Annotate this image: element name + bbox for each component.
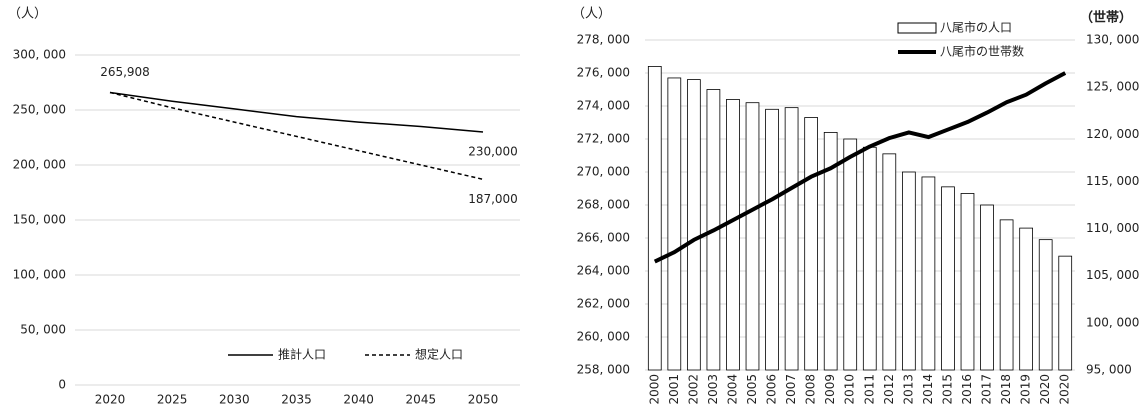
y2-tick-label: 125, 000 [1086,80,1139,94]
bar [804,117,818,371]
bar [1019,227,1033,371]
bar [765,108,779,371]
y2-tick-label: 100, 000 [1086,315,1139,329]
bar [726,99,740,371]
line-series [109,91,484,181]
y-tick-label: 274, 000 [577,99,630,113]
bar [1058,255,1073,371]
bar [941,186,955,371]
bar [784,107,799,371]
x-tick-label: 2030 [219,393,250,407]
bar [999,219,1014,371]
x-tick-label: 2040 [343,393,374,407]
x-tick-label: 2018 [999,374,1013,405]
x-tick-label: 2017 [980,374,994,405]
y-tick-label: 260, 000 [577,330,630,344]
x-tick-label: 2009 [823,374,837,405]
y2-axis-title: （世帯） [1080,10,1132,26]
x-tick-label: 2000 [647,374,661,405]
x-tick-label: 2008 [804,374,818,405]
x-tick-label: 2016 [960,374,974,405]
legend-label: 八尾市の人口 [940,20,1012,35]
y-tick-label: 270, 000 [577,165,630,179]
bar [980,204,994,371]
data-label: 230,000 [468,145,518,159]
y-tick-label: 264, 000 [577,264,630,278]
y-axis-title: （人） [572,7,611,22]
x-tick-label: 2011 [862,374,876,405]
x-tick-label: 2025 [157,393,188,407]
y-tick-label: 100, 000 [13,268,66,282]
bar [823,131,838,371]
x-tick-label: 2020 [1058,374,1072,405]
x-tick-label: 2050 [468,393,499,407]
x-tick-label: 2019 [1019,374,1033,405]
y-tick-label: 250, 000 [13,103,66,117]
x-tick-label: 2020 [1038,374,1052,405]
bar [687,79,701,371]
y-tick-label: 0 [58,378,66,392]
x-tick-label: 2010 [843,374,857,405]
bar [667,77,682,371]
line-series [109,91,484,133]
bar [921,176,936,371]
x-tick-label: 2013 [901,374,915,405]
x-tick-label: 2006 [765,374,779,405]
bar [960,193,975,371]
y-tick-label: 266, 000 [577,231,630,245]
bar [862,146,877,371]
bar [1038,239,1053,371]
y2-tick-label: 105, 000 [1086,268,1139,282]
bar [647,66,662,371]
y-tick-label: 258, 000 [577,363,630,377]
y-tick-label: 268, 000 [577,198,630,212]
y-tick-label: 200, 000 [13,158,66,172]
y2-tick-label: 95, 000 [1086,363,1132,377]
x-tick-label: 2007 [784,374,798,405]
y-tick-label: 300, 000 [13,48,66,62]
y2-tick-label: 130, 000 [1086,33,1139,47]
x-tick-label: 2020 [95,393,126,407]
data-label: 187,000 [468,192,518,206]
bar [882,153,897,371]
y-tick-label: 278, 000 [577,33,630,47]
bar [745,102,760,371]
y-tick-label: 272, 000 [577,132,630,146]
legend-label: 推計人口 [278,347,326,362]
x-tick-label: 2045 [406,393,437,407]
x-tick-label: 2014 [921,374,935,405]
line-series [653,71,1067,264]
legend-label: 八尾市の世帯数 [940,44,1024,59]
y2-tick-label: 110, 000 [1086,221,1139,235]
y2-tick-label: 120, 000 [1086,127,1139,141]
x-tick-label: 2012 [882,374,896,405]
y-tick-label: 262, 000 [577,297,630,311]
bar [843,138,858,371]
y2-tick-label: 115, 000 [1086,174,1139,188]
x-tick-label: 2015 [940,374,954,405]
x-tick-label: 2005 [745,374,759,405]
y-tick-label: 50, 000 [20,323,66,337]
x-tick-label: 2001 [667,374,681,405]
legend-swatch [897,22,937,34]
bar [902,171,916,371]
x-tick-label: 2004 [725,374,739,405]
x-tick-label: 2002 [686,374,700,405]
x-tick-label: 2035 [281,393,312,407]
x-tick-label: 2003 [706,374,720,405]
y-tick-label: 150, 000 [13,213,66,227]
legend-label: 想定人口 [415,347,463,362]
y-axis-title: （人） [8,7,47,22]
y-tick-label: 276, 000 [577,66,630,80]
data-label: 265,908 [100,65,150,79]
